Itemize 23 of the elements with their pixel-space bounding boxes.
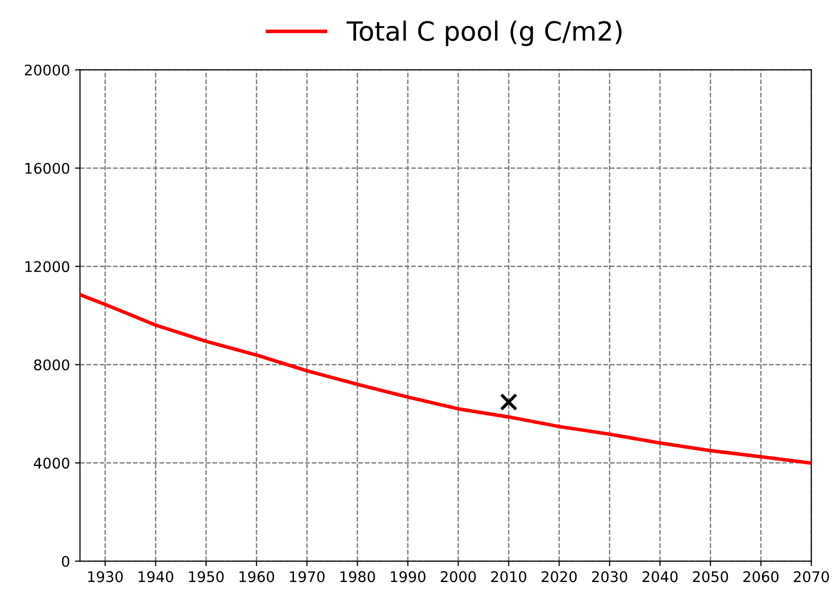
x-tick-label: 2070	[794, 571, 829, 582]
x-tick-label: 2000	[440, 571, 476, 582]
x-tick-label: 1960	[240, 571, 274, 582]
legend-label: Total C pool (g C/m2)	[346, 20, 622, 46]
y-tick-label: 12000	[25, 261, 70, 272]
x-tick-label: 2040	[642, 571, 678, 582]
x-tick-label: 2030	[592, 571, 628, 582]
x-tick-label: 1930	[88, 571, 123, 582]
line-series	[80, 292, 812, 465]
y-tick-label: 0	[62, 556, 70, 567]
x-tick-label: 1990	[390, 571, 426, 582]
x-tick-label: 1970	[290, 571, 325, 582]
x-tick-label: 2010	[491, 571, 526, 582]
x-tick-label: 2060	[743, 571, 778, 582]
y-tick-label: 20000	[24, 64, 70, 76]
y-tick-label: 8000	[34, 359, 70, 370]
x-tick-label: 1980	[340, 571, 375, 582]
x-tick-label: 1950	[189, 571, 224, 582]
x-tick-label: 2020	[542, 571, 577, 582]
x-tick-label: 1940	[138, 571, 174, 582]
y-tick-label: 16000	[25, 162, 70, 174]
y-tick-label: 4000	[34, 458, 70, 469]
x-tick-label: 2050	[692, 571, 728, 582]
